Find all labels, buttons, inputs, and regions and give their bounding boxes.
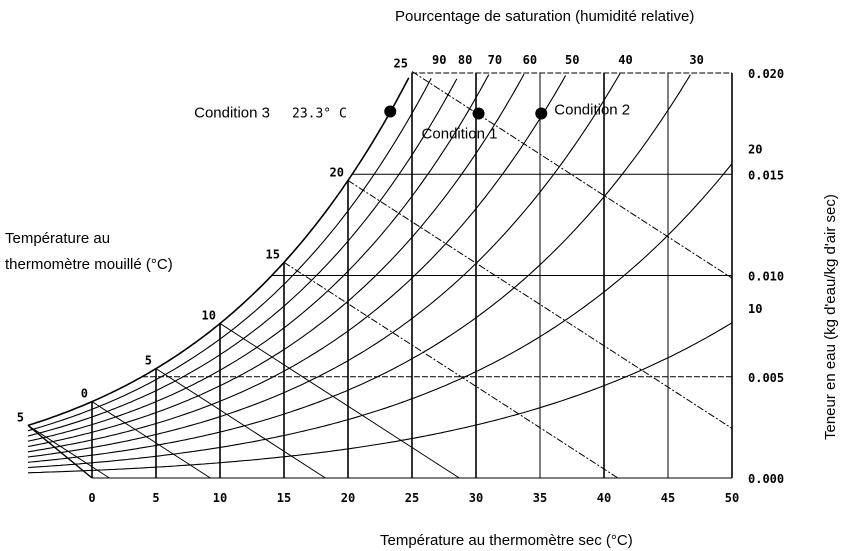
rh-label-50: 50: [565, 53, 579, 67]
x-tick-label: 20: [341, 491, 355, 505]
wetbulb-label: 10: [202, 308, 216, 322]
x-tick-label: 35: [533, 491, 547, 505]
rh-label-20: 20: [748, 143, 762, 157]
rh-curve-80: [27, 78, 458, 437]
x-tick-label: 30: [469, 491, 483, 505]
rh-curve-50: [27, 75, 567, 453]
x-tick-label: 0: [88, 491, 95, 505]
rh-curve-40: [27, 73, 621, 458]
x-tick-label: 45: [661, 491, 675, 505]
x-tick-label: 40: [597, 491, 611, 505]
wetbulb-label: 0: [81, 387, 88, 401]
wetbulb-line: [347, 180, 733, 429]
rh-curve-10: [27, 322, 733, 474]
x-tick-label: 50: [725, 491, 739, 505]
condition-point: [535, 107, 548, 120]
rh-label-60: 60: [523, 53, 537, 67]
wetbulb-line: [219, 323, 460, 479]
wetbulb-line: [155, 368, 326, 479]
y-tick-label: 0.005: [748, 371, 784, 385]
rh-curve-90: [27, 78, 432, 432]
wetbulb-label: 15: [266, 247, 280, 261]
condition-label: Condition 3: [194, 104, 270, 121]
rh-curve-70: [27, 74, 490, 442]
wetbulb-label: 25: [394, 57, 408, 71]
wetbulb-line: [27, 425, 110, 479]
x-tick-label: 25: [405, 491, 419, 505]
condition-point: [472, 107, 485, 120]
grid-lines: [27, 72, 733, 479]
rh-label-40: 40: [618, 53, 632, 67]
y-tick-label: 0.015: [748, 168, 784, 182]
wetbulb-axis-label-1: Température au: [5, 230, 110, 247]
left-boundary: [27, 424, 93, 479]
rh-label-90: 90: [432, 53, 446, 67]
rh-curve-60: [27, 73, 525, 448]
wetbulb-label: 5: [145, 354, 152, 368]
rh-curves: [27, 73, 733, 474]
y-tick-label: 0.020: [748, 67, 784, 81]
wetbulb-label: 5: [17, 410, 24, 424]
rh-curve-20: [27, 163, 733, 469]
rh-curve-30: [27, 74, 691, 463]
rh-label-70: 70: [488, 53, 502, 67]
wetbulb-axis-label-2: thermomètre mouillé (°C): [5, 256, 173, 273]
x-axis-label: Température au thermomètre sec (°C): [380, 532, 633, 549]
rh-label-80: 80: [458, 53, 472, 67]
condition-annotation: 23.3° C: [292, 106, 347, 121]
y-axis-label: Teneur en eau (kg d'eau/kg d'air sec): [822, 194, 839, 440]
y-tick-label: 0.010: [748, 270, 784, 284]
condition-point: [384, 105, 397, 118]
chart-marks: 0 5 10 15 20 25 30 35 40 45 500.0000.0050.0100.015…: [17, 53, 784, 505]
wetbulb-lines: [27, 71, 733, 479]
rh-label-30: 30: [689, 53, 703, 67]
rh-curve-100: [27, 77, 410, 427]
wetbulb-line: [91, 401, 211, 479]
rh-label-10: 10: [748, 302, 762, 316]
y-tick-label: 0.000: [748, 472, 784, 486]
x-tick-label: 15: [277, 491, 291, 505]
condition-label: Condition 2: [554, 102, 630, 119]
chart-title: Pourcentage de saturation (humidité rela…: [395, 8, 694, 25]
x-tick-label: 5: [152, 491, 159, 505]
condition-label: Condition 1: [422, 126, 498, 143]
wetbulb-label: 20: [330, 165, 344, 179]
x-tick-label: 10: [213, 491, 227, 505]
wetbulb-line: [283, 261, 619, 479]
wetbulb-line: [411, 71, 733, 279]
